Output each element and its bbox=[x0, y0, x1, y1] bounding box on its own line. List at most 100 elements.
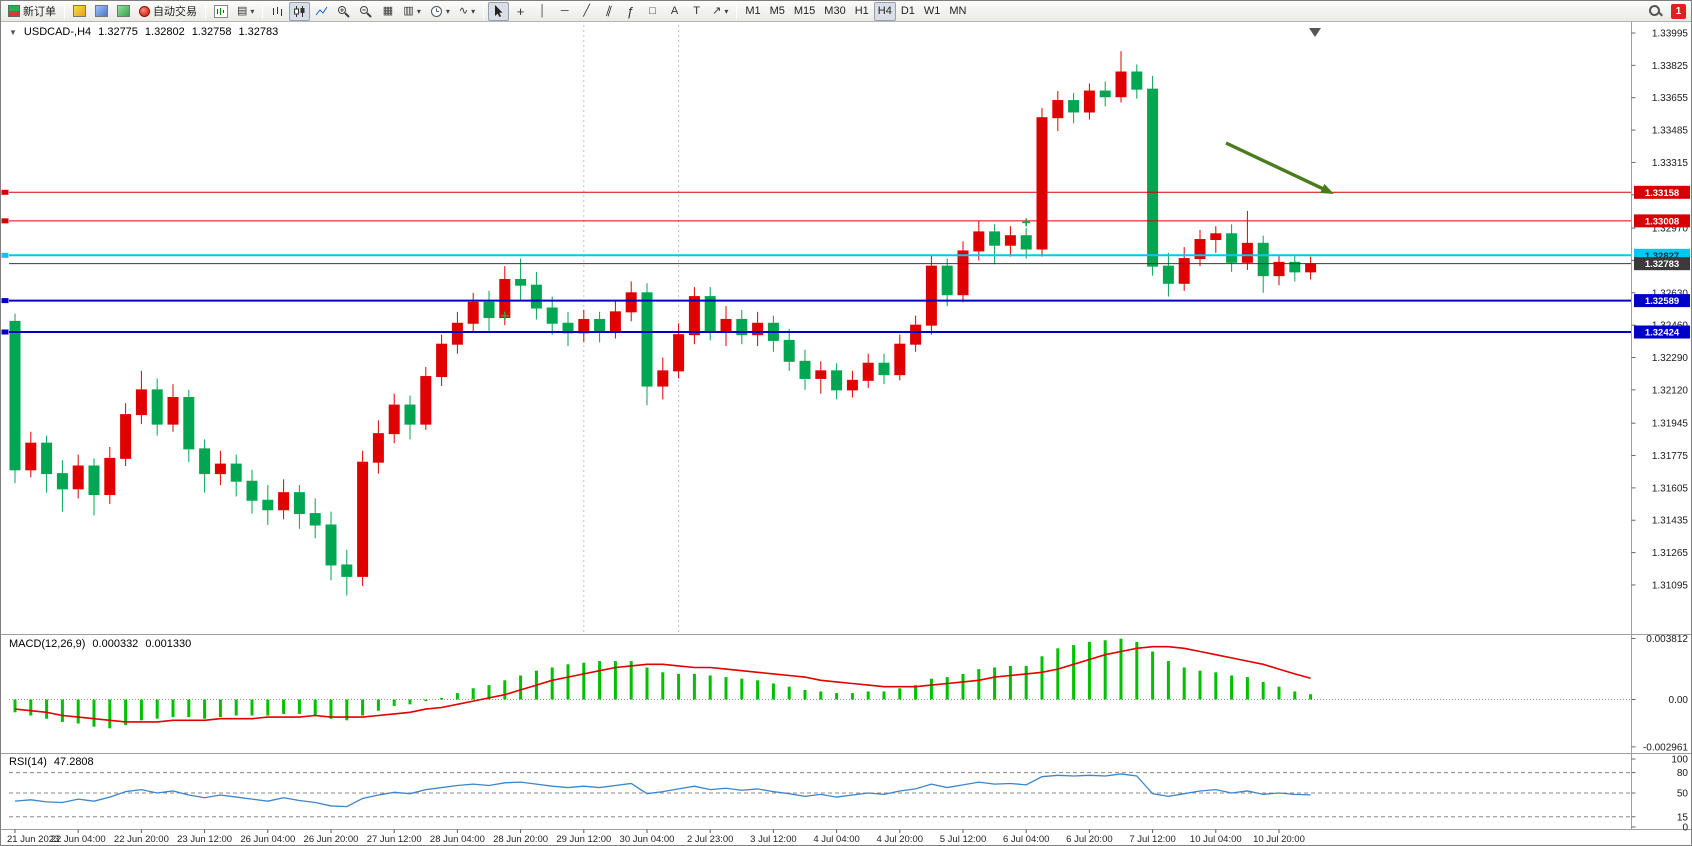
svg-text:1.33008: 1.33008 bbox=[1645, 216, 1679, 227]
line-chart-icon bbox=[316, 6, 328, 15]
tf-button-m15[interactable]: M15 bbox=[790, 2, 819, 21]
macd-name: MACD(12,26,9) bbox=[9, 638, 86, 650]
shift-marker-icon[interactable] bbox=[1309, 28, 1321, 37]
profiles-button[interactable]: ▤ ▾ bbox=[233, 2, 258, 21]
horizontal-line-icon: ─ bbox=[560, 4, 569, 17]
new-chart-button[interactable] bbox=[210, 2, 232, 21]
zoom-in-button[interactable] bbox=[333, 2, 354, 21]
svg-text:21 Jun 2023: 21 Jun 2023 bbox=[7, 834, 59, 845]
svg-text:22 Jun 20:00: 22 Jun 20:00 bbox=[114, 834, 169, 845]
indicators-button[interactable]: ∿ ▾ bbox=[455, 2, 479, 21]
candlestick-button[interactable] bbox=[289, 1, 311, 21]
zoom-in-icon bbox=[338, 5, 351, 18]
horizontal-line-button[interactable]: ─ bbox=[554, 2, 575, 21]
notification-badge[interactable]: 1 bbox=[1671, 3, 1686, 19]
svg-text:1.31945: 1.31945 bbox=[1652, 419, 1689, 430]
line-chart-button[interactable] bbox=[311, 2, 332, 21]
tf-button-mn[interactable]: MN bbox=[945, 2, 970, 21]
svg-text:1.33485: 1.33485 bbox=[1652, 126, 1689, 137]
hline-handle[interactable] bbox=[1, 189, 9, 195]
cursor-icon bbox=[495, 4, 503, 17]
shapes-button[interactable]: □ bbox=[642, 2, 663, 21]
arrow-annotation[interactable] bbox=[1225, 141, 1334, 194]
tf-button-m1[interactable]: M1 bbox=[741, 2, 764, 21]
macd-signal-value: 0.001330 bbox=[145, 638, 192, 650]
autotrading-icon bbox=[139, 5, 150, 17]
channel-button[interactable]: ∥ bbox=[598, 2, 619, 21]
svg-text:1.32630: 1.32630 bbox=[1652, 288, 1689, 299]
zoom-out-icon bbox=[360, 5, 373, 18]
svg-text:100: 100 bbox=[1671, 755, 1688, 766]
tf-label: M5 bbox=[769, 5, 785, 17]
svg-text:28 Jun 20:00: 28 Jun 20:00 bbox=[493, 834, 548, 845]
tile-windows-button[interactable]: ▦ bbox=[377, 2, 398, 21]
tf-label: H1 bbox=[854, 5, 869, 17]
arrows-icon: ↗ bbox=[712, 4, 722, 17]
autotrading-label: 自动交易 bbox=[153, 6, 197, 18]
tf-button-w1[interactable]: W1 bbox=[920, 2, 945, 21]
tf-button-d1[interactable]: D1 bbox=[897, 2, 919, 21]
svg-text:27 Jun 12:00: 27 Jun 12:00 bbox=[367, 834, 422, 845]
fibonacci-button[interactable]: ƒ bbox=[620, 2, 641, 21]
tile-windows-icon: ▦ bbox=[382, 4, 394, 17]
tf-label: H4 bbox=[877, 5, 892, 17]
svg-text:1.32589: 1.32589 bbox=[1645, 296, 1679, 307]
autotrading-button[interactable]: 自动交易 bbox=[135, 2, 201, 21]
chart-shift-marker[interactable] bbox=[1309, 28, 1321, 37]
hline-handle[interactable] bbox=[1, 298, 9, 304]
svg-text:1.31095: 1.31095 bbox=[1652, 580, 1689, 591]
toolbar-separator bbox=[483, 3, 485, 19]
period-button[interactable]: ▾ bbox=[426, 2, 454, 21]
tf-label: D1 bbox=[900, 5, 915, 17]
trade-markers bbox=[500, 218, 1031, 320]
tf-button-m30[interactable]: M30 bbox=[820, 2, 849, 21]
svg-text:1.32290: 1.32290 bbox=[1652, 353, 1689, 364]
svg-text:10 Jul 20:00: 10 Jul 20:00 bbox=[1253, 834, 1305, 845]
tf-button-h1[interactable]: H1 bbox=[851, 2, 873, 21]
navigator-button[interactable] bbox=[113, 2, 134, 21]
svg-text:1.33655: 1.33655 bbox=[1652, 93, 1689, 104]
zoom-out-button[interactable] bbox=[355, 2, 376, 21]
vertical-line-button[interactable]: │ bbox=[532, 2, 553, 21]
hline-handle[interactable] bbox=[1, 252, 9, 258]
search-button[interactable] bbox=[1644, 2, 1666, 21]
svg-text:26 Jun 20:00: 26 Jun 20:00 bbox=[304, 834, 359, 845]
one-click-collapse-icon[interactable]: ▼ bbox=[9, 27, 17, 37]
navigator-icon bbox=[117, 5, 130, 17]
text-label-button[interactable]: T bbox=[686, 2, 707, 21]
svg-text:1.33995: 1.33995 bbox=[1652, 29, 1689, 40]
tf-button-h4[interactable]: H4 bbox=[873, 1, 896, 21]
hline-handle[interactable] bbox=[1, 329, 9, 335]
tf-button-m5[interactable]: M5 bbox=[766, 2, 789, 21]
hline-handle[interactable] bbox=[1, 218, 9, 224]
svg-text:1.31265: 1.31265 bbox=[1652, 548, 1689, 559]
indicators-icon: ∿ bbox=[458, 4, 469, 17]
cursor-button[interactable] bbox=[488, 1, 510, 21]
crosshair-button[interactable]: + bbox=[510, 2, 531, 21]
svg-text:-0.002961: -0.002961 bbox=[1643, 742, 1688, 753]
toolbar-separator bbox=[262, 3, 264, 19]
price-scale[interactable]: 1.33995 1.33825 1.33655 1.33485 1.33315 1.331… bbox=[1631, 29, 1691, 834]
trendline-button[interactable]: ╱ bbox=[576, 2, 597, 21]
auto-arrange-button[interactable]: ▥ ▾ bbox=[399, 2, 424, 21]
svg-text:0: 0 bbox=[1682, 823, 1688, 834]
channel-icon: ∥ bbox=[604, 3, 614, 18]
arrows-button[interactable]: ↗ ▾ bbox=[708, 2, 732, 21]
svg-text:26 Jun 04:00: 26 Jun 04:00 bbox=[240, 834, 295, 845]
market-watch-button[interactable] bbox=[69, 2, 90, 21]
chevron-down-icon: ▾ bbox=[445, 6, 450, 16]
bar-chart-button[interactable] bbox=[267, 2, 288, 21]
rsi-value: 47.2808 bbox=[53, 756, 94, 768]
horizontal-lines-layer[interactable] bbox=[1, 189, 1632, 335]
close-value: 1.32783 bbox=[238, 26, 279, 38]
trend-arrow[interactable] bbox=[1225, 141, 1328, 193]
svg-text:1.33315: 1.33315 bbox=[1652, 158, 1689, 169]
new-order-button[interactable]: 新订单 bbox=[4, 2, 60, 21]
data-window-button[interactable] bbox=[91, 2, 112, 21]
search-icon bbox=[1648, 4, 1662, 18]
toolbar-separator bbox=[736, 3, 738, 19]
text-button[interactable]: A bbox=[664, 2, 685, 21]
